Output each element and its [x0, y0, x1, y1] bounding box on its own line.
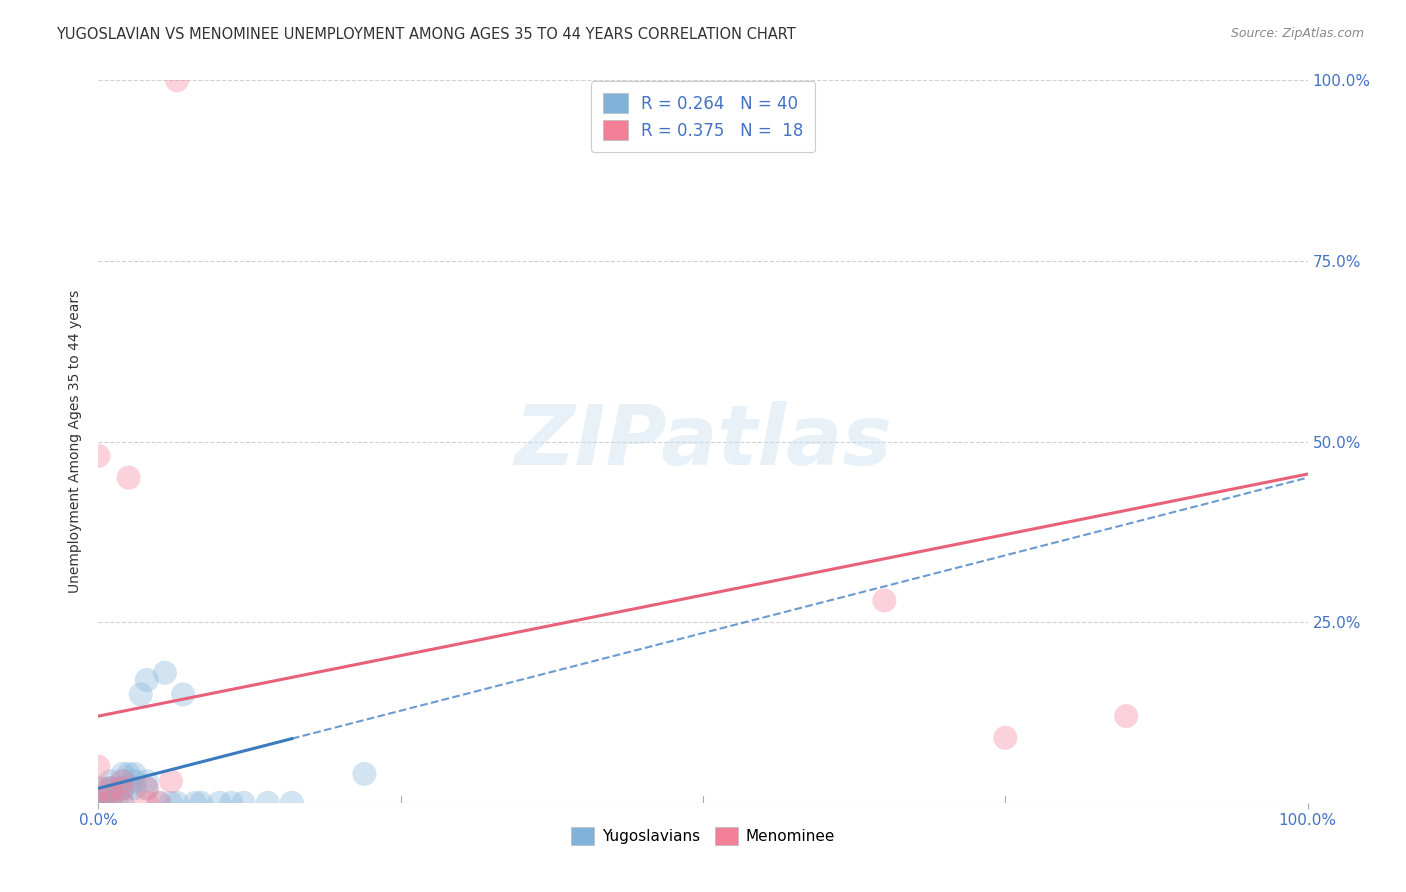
Text: Source: ZipAtlas.com: Source: ZipAtlas.com [1230, 27, 1364, 40]
Point [111, 796, 134, 810]
Point [87, 796, 110, 810]
Point [100, 796, 122, 810]
Point [232, 796, 254, 810]
Text: ZIPatlas: ZIPatlas [515, 401, 891, 482]
Point [118, 470, 141, 484]
Point [160, 796, 183, 810]
Point [190, 796, 212, 810]
Point [118, 767, 141, 781]
Point [153, 665, 176, 680]
Point [93, 796, 115, 810]
Point [353, 767, 375, 781]
Point [124, 774, 146, 789]
Point [111, 774, 134, 789]
Point [100, 781, 122, 796]
Point [281, 796, 304, 810]
Legend: Yugoslavians, Menominee: Yugoslavians, Menominee [564, 819, 842, 853]
Point [994, 731, 1017, 745]
Point [111, 774, 134, 789]
Point [100, 781, 122, 796]
Point [221, 796, 243, 810]
Point [135, 774, 157, 789]
Point [135, 781, 157, 796]
Point [105, 781, 128, 796]
Point [100, 796, 122, 810]
Point [87, 796, 110, 810]
Point [172, 687, 194, 701]
Point [87, 796, 110, 810]
Point [135, 796, 157, 810]
Point [118, 781, 141, 796]
Point [87, 449, 110, 463]
Point [111, 781, 134, 796]
Point [184, 796, 207, 810]
Point [100, 796, 122, 810]
Point [111, 796, 134, 810]
Point [256, 796, 278, 810]
Point [148, 796, 170, 810]
Point [124, 781, 146, 796]
Point [166, 73, 188, 87]
Point [166, 796, 188, 810]
Point [100, 774, 122, 789]
Point [208, 796, 231, 810]
Y-axis label: Unemployment Among Ages 35 to 44 years: Unemployment Among Ages 35 to 44 years [69, 290, 83, 593]
Point [124, 767, 146, 781]
Point [111, 767, 134, 781]
Point [148, 796, 170, 810]
Point [87, 760, 110, 774]
Point [135, 781, 157, 796]
Point [87, 781, 110, 796]
Point [93, 796, 115, 810]
Point [105, 796, 128, 810]
Point [111, 781, 134, 796]
Point [873, 593, 896, 607]
Point [100, 781, 122, 796]
Point [135, 673, 157, 687]
Point [1115, 709, 1137, 723]
Point [160, 774, 183, 789]
Text: YUGOSLAVIAN VS MENOMINEE UNEMPLOYMENT AMONG AGES 35 TO 44 YEARS CORRELATION CHAR: YUGOSLAVIAN VS MENOMINEE UNEMPLOYMENT AM… [56, 27, 796, 42]
Point [129, 687, 152, 701]
Point [93, 781, 115, 796]
Point [111, 781, 134, 796]
Point [87, 796, 110, 810]
